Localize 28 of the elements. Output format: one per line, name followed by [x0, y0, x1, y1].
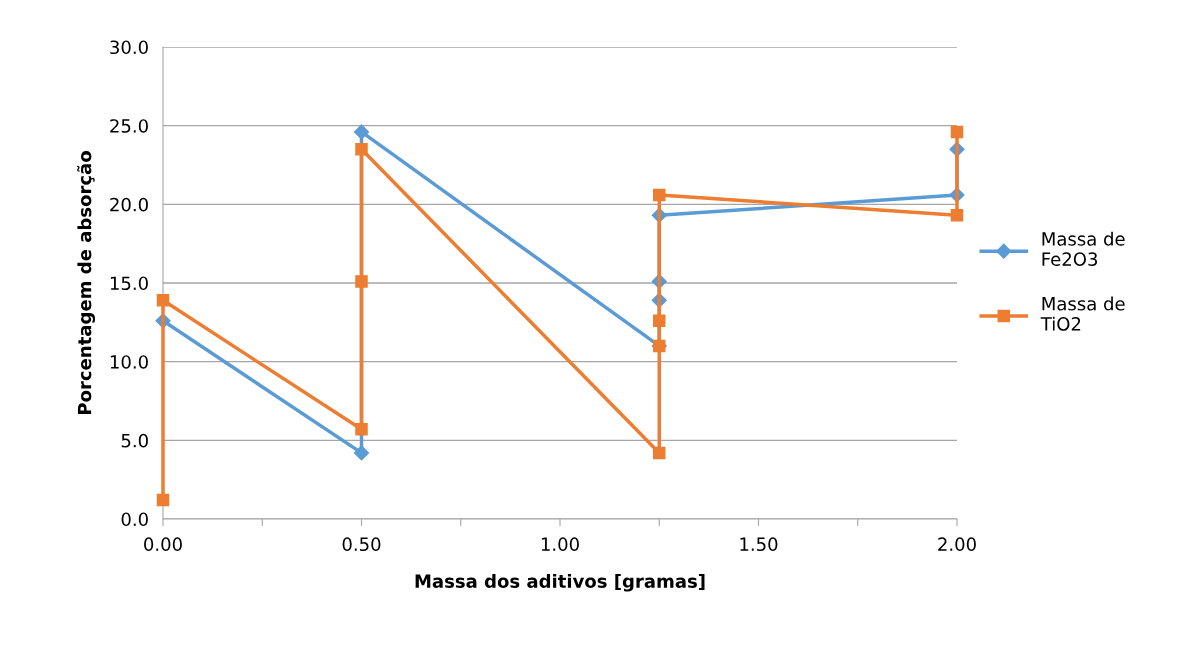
y-axis-title: Porcentagem de absorção [77, 151, 96, 415]
point [355, 275, 368, 288]
point [156, 294, 170, 307]
legend-label: Massa de TiO2 [1040, 296, 1125, 331]
point [652, 188, 666, 202]
x-tick-label: 1.50 [740, 537, 778, 552]
y-tick-label: 0.0 [121, 512, 148, 527]
x-tick-label: 2.00 [938, 537, 976, 552]
y-tick-label: 15.0 [110, 276, 148, 291]
point [652, 446, 666, 460]
y-tick-label: 25.0 [110, 119, 148, 133]
point [950, 209, 964, 222]
point [950, 125, 964, 139]
y-tick-label: 10.0 [110, 355, 148, 369]
y-tick-label: 20.0 [110, 197, 148, 212]
y-tick-label: 30.0 [110, 40, 148, 55]
point [355, 143, 368, 156]
x-tick-label: 1.00 [541, 537, 579, 552]
legend-label: Massa de Fe2O3 [1042, 231, 1125, 266]
point [353, 445, 370, 461]
x-axis-title: Massa dos aditivos [gramas] [415, 573, 705, 592]
x-tick-label: 0.00 [144, 537, 182, 552]
x-tick-label: 0.50 [342, 537, 381, 552]
point [355, 423, 368, 436]
point [156, 493, 170, 507]
y-tick-label: 5.0 [121, 433, 148, 448]
point [353, 124, 370, 140]
point [652, 314, 666, 328]
